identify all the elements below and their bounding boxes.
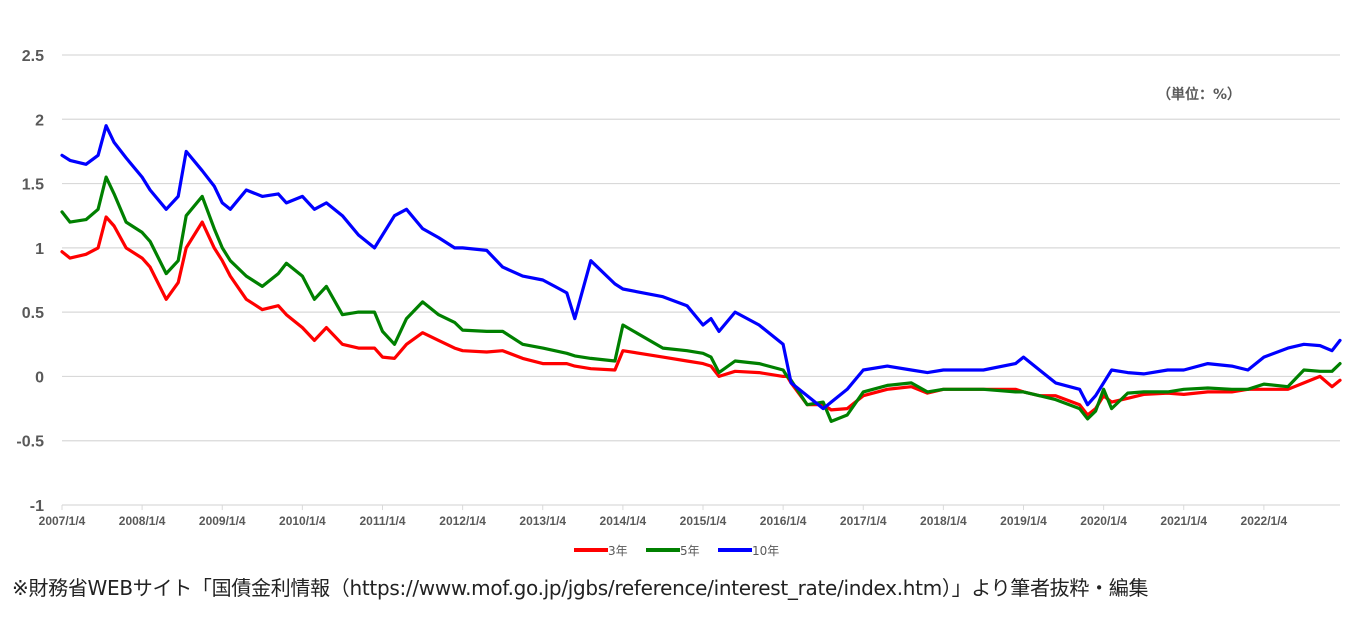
y-tick-label: -0.5 bbox=[16, 434, 44, 451]
x-tick-label: 2020/1/4 bbox=[1080, 514, 1127, 528]
y-axis-tick-labels: 2.5 2 1.5 1 0.5 0 -0.5 -1 bbox=[16, 48, 44, 515]
y-tick-label: 0 bbox=[35, 369, 44, 386]
y-tick-label: -1 bbox=[30, 498, 44, 515]
legend-label: 10年 bbox=[752, 544, 779, 558]
x-tick-label: 2022/1/4 bbox=[1241, 514, 1288, 528]
gridlines bbox=[61, 54, 1340, 510]
rates-line-chart: 2.5 2 1.5 1 0.5 0 -0.5 -1 2007/1/4 2008/1/4 2009/… bbox=[16, 48, 1342, 558]
x-tick-label: 2019/1/4 bbox=[1000, 514, 1047, 528]
legend: 3年 5年 10年 bbox=[574, 544, 779, 558]
x-tick-label: 2008/1/4 bbox=[119, 514, 166, 528]
x-tick-label: 2017/1/4 bbox=[840, 514, 887, 528]
series-line-0 bbox=[60, 215, 1342, 417]
legend-label: 5年 bbox=[680, 544, 700, 558]
x-tick-label: 2012/1/4 bbox=[439, 514, 486, 528]
x-tick-label: 2021/1/4 bbox=[1160, 514, 1207, 528]
x-tick-label: 2013/1/4 bbox=[519, 514, 566, 528]
y-tick-label: 2 bbox=[35, 112, 44, 129]
x-axis-tick-labels: 2007/1/4 2008/1/4 2009/1/4 2010/1/4 2011/1/4… bbox=[39, 514, 1288, 528]
x-tick-label: 2007/1/4 bbox=[39, 514, 86, 528]
y-tick-label: 2.5 bbox=[22, 48, 44, 65]
y-tick-label: 1.5 bbox=[22, 177, 44, 194]
source-note: ※財務省WEBサイト「国債金利情報（https://www.mof.go.jp/… bbox=[12, 576, 1149, 600]
x-tick-label: 2016/1/4 bbox=[760, 514, 807, 528]
x-tick-label: 2014/1/4 bbox=[600, 514, 647, 528]
y-tick-label: 1 bbox=[35, 241, 44, 258]
series-line-2 bbox=[60, 124, 1342, 411]
legend-label: 3年 bbox=[608, 544, 628, 558]
x-tick-label: 2010/1/4 bbox=[279, 514, 326, 528]
x-tick-label: 2015/1/4 bbox=[680, 514, 727, 528]
x-tick-label: 2011/1/4 bbox=[359, 514, 405, 528]
series-lines bbox=[60, 124, 1342, 423]
x-tick-label: 2009/1/4 bbox=[199, 514, 246, 528]
series-line-1 bbox=[60, 175, 1342, 423]
y-tick-label: 0.5 bbox=[22, 305, 44, 322]
unit-label: （単位：%） bbox=[1157, 86, 1241, 103]
x-tick-label: 2018/1/4 bbox=[920, 514, 967, 528]
